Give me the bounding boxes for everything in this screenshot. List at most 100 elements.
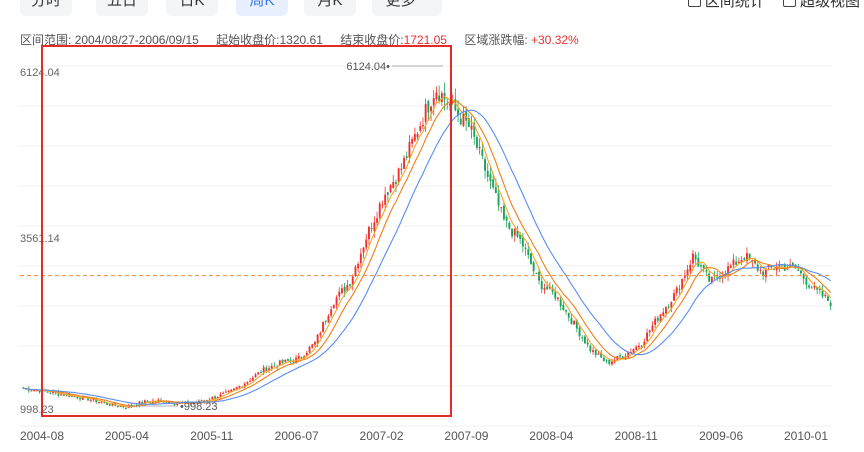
candle-body [813, 285, 816, 288]
candle-body [794, 264, 797, 269]
candle-body [165, 401, 168, 403]
candle-body [235, 387, 238, 390]
candle-body [359, 253, 362, 264]
interval-info-bar: 区间范围: 2004/08/27-2006/09/15 起始收盘价:1320.6… [20, 31, 593, 48]
candle-body [284, 359, 287, 362]
candle-body [478, 147, 481, 149]
candle-body [489, 174, 492, 182]
super-view-button[interactable]: 超级视图 [782, 0, 860, 10]
candle-body [824, 295, 827, 297]
candle-body [546, 286, 549, 290]
tab-intraday[interactable]: 分时 [20, 0, 72, 16]
candle-body [643, 341, 646, 346]
tab-weekly-k[interactable]: 周K [236, 0, 288, 16]
candle-body [459, 118, 462, 125]
candle-body [659, 314, 662, 323]
candle-body [538, 272, 540, 281]
candle-body [141, 402, 144, 404]
candle-body [797, 269, 800, 271]
candle-body [108, 404, 111, 406]
candle-body [327, 315, 330, 323]
tab-daily-k[interactable]: 日K [166, 0, 218, 16]
candle-body [746, 253, 748, 262]
candle-body [287, 359, 289, 361]
candle-body [346, 285, 349, 291]
candle-body [60, 394, 63, 396]
candle-body [224, 391, 227, 393]
super-view-icon [782, 0, 796, 7]
candle-body [476, 137, 478, 148]
chevron-down-icon: ﹀ [417, 0, 429, 8]
interval-stats-button[interactable]: 区间统计 [687, 0, 765, 10]
candle-body [600, 352, 603, 358]
candle-body [106, 402, 108, 405]
candle-body [551, 287, 554, 292]
interval-stats-label: 区间统计 [704, 0, 765, 10]
candle-body [365, 239, 368, 248]
candle-body [732, 259, 735, 266]
annotations: 6124.04• •998.23 [20, 45, 832, 417]
candle-body [103, 402, 106, 404]
candle-body [273, 365, 276, 367]
y-tick-label: 3561.14 [20, 233, 60, 245]
candle-body [424, 104, 427, 122]
candle-body [305, 352, 308, 356]
candle-body [484, 158, 486, 171]
candle-body [521, 236, 524, 247]
tab-more[interactable]: 更多 ﹀ [372, 0, 442, 16]
candle-body [324, 320, 327, 322]
low-value-label: •998.23 [180, 401, 218, 413]
candle-body [705, 270, 708, 272]
candle-body [308, 346, 311, 353]
candle-body [260, 372, 262, 374]
candle-body [278, 360, 281, 366]
candle-body [675, 287, 678, 294]
candle-body [743, 258, 746, 260]
candle-body [230, 389, 233, 392]
candle-body [467, 118, 470, 127]
candle-body [381, 204, 384, 206]
candle-body [79, 398, 81, 400]
candle-body [808, 285, 810, 288]
end-close-label: 结束收盘价: [340, 33, 404, 47]
tab-five-day[interactable]: 五日 [96, 0, 148, 16]
candle-body [357, 264, 360, 269]
candle-body [770, 266, 773, 268]
candle-body [829, 302, 832, 307]
candle-body [554, 291, 557, 299]
candle-body [567, 312, 570, 318]
candle-body [473, 123, 476, 137]
tab-monthly-k[interactable]: 月K [304, 0, 356, 16]
candle-body [397, 168, 400, 183]
candle-body [92, 398, 95, 400]
candle-body [173, 404, 176, 406]
candle-body [214, 396, 216, 399]
candle-body [791, 262, 794, 266]
candle-body [62, 394, 65, 396]
candle-body [740, 259, 743, 263]
candle-body [322, 322, 324, 332]
x-tick-label: 2007-09 [444, 429, 488, 443]
candle-body [395, 182, 397, 184]
candle-body [384, 194, 387, 205]
candle-body [57, 391, 60, 396]
candle-body [33, 389, 36, 391]
candle-body [532, 262, 535, 272]
candle-body [206, 399, 208, 401]
candle-body [76, 397, 79, 399]
candle-body [810, 287, 813, 289]
candle-body [449, 103, 451, 106]
candle-body [400, 168, 403, 170]
candle-body [681, 278, 684, 290]
candle-body [386, 192, 389, 195]
candle-body [311, 344, 314, 348]
candle-body [559, 299, 562, 307]
candle-body [694, 254, 697, 260]
candle-body [405, 156, 408, 158]
y-tick-label: 6124.04 [20, 67, 60, 79]
candle-body [816, 286, 819, 290]
candle-body [246, 381, 249, 384]
candle-body [667, 306, 670, 308]
candle-body [670, 302, 673, 308]
